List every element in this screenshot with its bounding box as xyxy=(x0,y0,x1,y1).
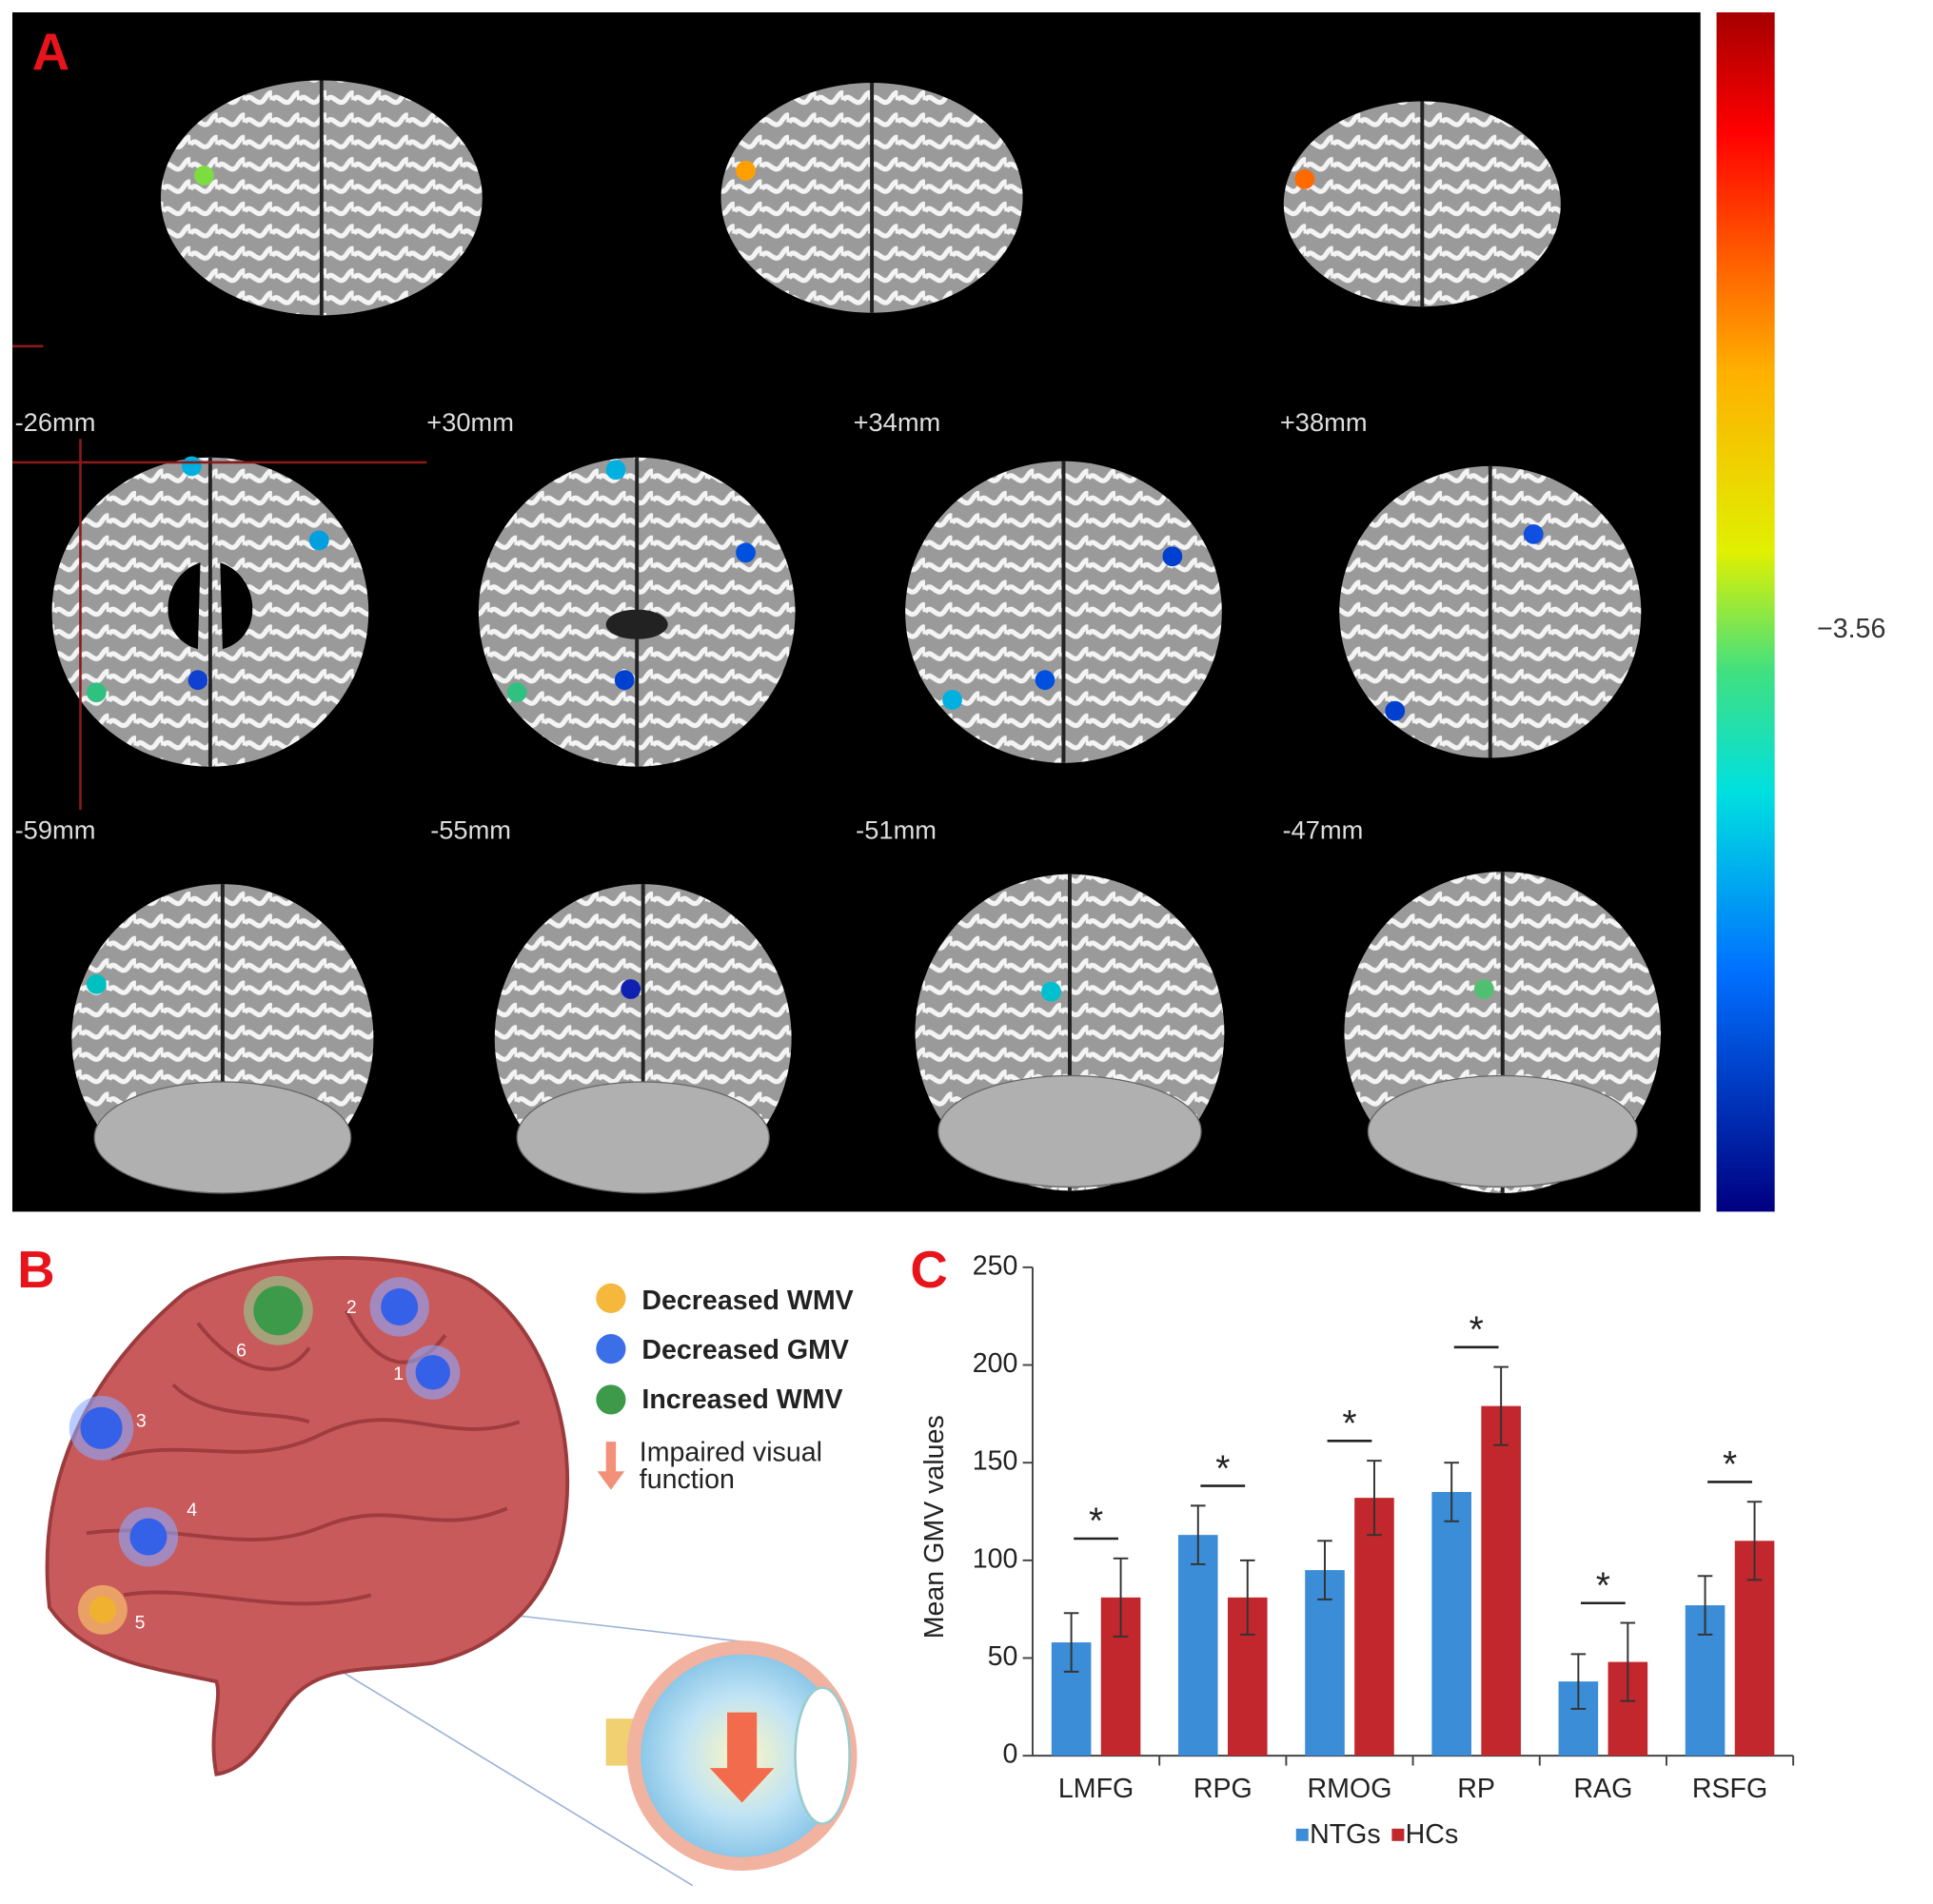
activation-spot xyxy=(308,530,329,551)
activation-spot xyxy=(187,670,208,691)
y-tick-label: 100 xyxy=(973,1543,1018,1574)
legend-marker xyxy=(596,1334,626,1364)
legend-label: NTGs xyxy=(1310,1819,1381,1850)
cerebellum xyxy=(1367,1074,1638,1188)
activation-spot xyxy=(942,690,962,710)
legend-label: HCs xyxy=(1406,1819,1459,1850)
legend-marker xyxy=(597,1442,625,1490)
significance-star: * xyxy=(1342,1403,1356,1444)
cerebellum xyxy=(937,1074,1202,1188)
x-tick-label: RAG xyxy=(1573,1774,1632,1804)
ventricle xyxy=(605,609,668,639)
legend-label: Increased WMV xyxy=(641,1384,842,1415)
y-tick-label: 150 xyxy=(973,1446,1018,1477)
slice-label: +30mm xyxy=(426,407,514,437)
activation-spot xyxy=(182,456,202,477)
bar xyxy=(1178,1535,1218,1757)
activation-spot xyxy=(621,979,641,999)
colorbar xyxy=(1716,11,1775,1212)
significance-star: * xyxy=(1089,1502,1103,1542)
brain-slices: -26mm +30mm +34mm +38mm -59mm -55mm -51mm -47mm xyxy=(15,80,1662,1194)
significance-star: * xyxy=(1215,1448,1230,1489)
bar xyxy=(1354,1498,1394,1757)
panel-label: A xyxy=(32,23,69,81)
activation-spot xyxy=(605,460,626,481)
slice-label: -47mm xyxy=(1282,815,1363,845)
cerebellum xyxy=(516,1081,770,1194)
figure-content: -26mm +30mm +34mm +38mm -59mm -55mm -51mm -47mm… xyxy=(11,11,1885,1887)
y-axis-label: Mean GMV values xyxy=(919,1415,950,1639)
activation-spot xyxy=(86,973,107,994)
activation-spot xyxy=(614,670,635,691)
activation-spot xyxy=(1041,981,1061,1002)
bar xyxy=(1305,1570,1345,1757)
legend-swatch xyxy=(1295,1828,1309,1841)
panel-label: B xyxy=(17,1241,54,1299)
bar xyxy=(1431,1491,1471,1757)
x-tick-label: RPG xyxy=(1193,1774,1253,1804)
region-number: 6 xyxy=(236,1340,247,1361)
significance-star: * xyxy=(1723,1444,1737,1485)
y-tick-label: 0 xyxy=(1003,1739,1018,1770)
x-tick-label: RMOG xyxy=(1308,1774,1392,1804)
activation-spot xyxy=(1385,700,1406,721)
brain-regions xyxy=(69,1275,461,1635)
activation-spot xyxy=(194,166,214,186)
slice-label: +38mm xyxy=(1280,407,1368,437)
x-tick-label: LMFG xyxy=(1058,1774,1134,1804)
panel-label: C xyxy=(910,1241,947,1299)
region-number: 1 xyxy=(393,1364,404,1384)
activation-spot xyxy=(1035,670,1055,691)
slice-label: +34mm xyxy=(854,407,941,437)
y-tick-label: 250 xyxy=(973,1250,1018,1281)
y-tick-label: 50 xyxy=(988,1641,1018,1672)
ventricle xyxy=(168,562,253,650)
slice-label: -26mm xyxy=(15,407,96,437)
activation-spot xyxy=(1162,546,1183,567)
legend-swatch xyxy=(1391,1828,1405,1841)
significance-star: * xyxy=(1596,1565,1610,1606)
bar-chart: C Mean GMV values 0 50 100 150 200 250 LMFG * RP… xyxy=(910,1241,1795,1850)
activation-spot xyxy=(86,682,107,703)
activation-spot xyxy=(1294,169,1315,189)
legend-label: Decreased GMV xyxy=(641,1335,849,1365)
slice-label: -59mm xyxy=(15,815,96,845)
legend-marker xyxy=(596,1283,626,1313)
region-number: 5 xyxy=(135,1612,146,1633)
activation-spot xyxy=(736,160,756,181)
eye-illustration xyxy=(605,1640,858,1871)
significance-star: * xyxy=(1469,1310,1484,1351)
region-number: 4 xyxy=(187,1500,197,1521)
colorbar-label: −3.56 xyxy=(1817,614,1885,644)
legend-marker xyxy=(596,1384,626,1415)
cerebellum xyxy=(93,1081,352,1194)
x-tick-label: RP xyxy=(1457,1774,1495,1804)
slice-label: -55mm xyxy=(430,815,511,845)
slice-label: -51mm xyxy=(856,815,937,845)
legend-label: function xyxy=(640,1464,735,1495)
y-tick-label: 200 xyxy=(973,1348,1018,1379)
activation-spot xyxy=(1523,523,1544,544)
connector xyxy=(326,1662,694,1887)
region-number: 3 xyxy=(136,1410,147,1431)
x-tick-label: RSFG xyxy=(1692,1774,1767,1804)
region-number: 2 xyxy=(346,1297,357,1318)
legend-label: Impaired visual xyxy=(640,1438,822,1468)
activation-spot xyxy=(736,542,756,563)
bar xyxy=(1481,1405,1521,1757)
activation-spot xyxy=(506,682,527,703)
activation-spot xyxy=(1473,979,1494,999)
legend-label: Decreased WMV xyxy=(641,1286,853,1316)
